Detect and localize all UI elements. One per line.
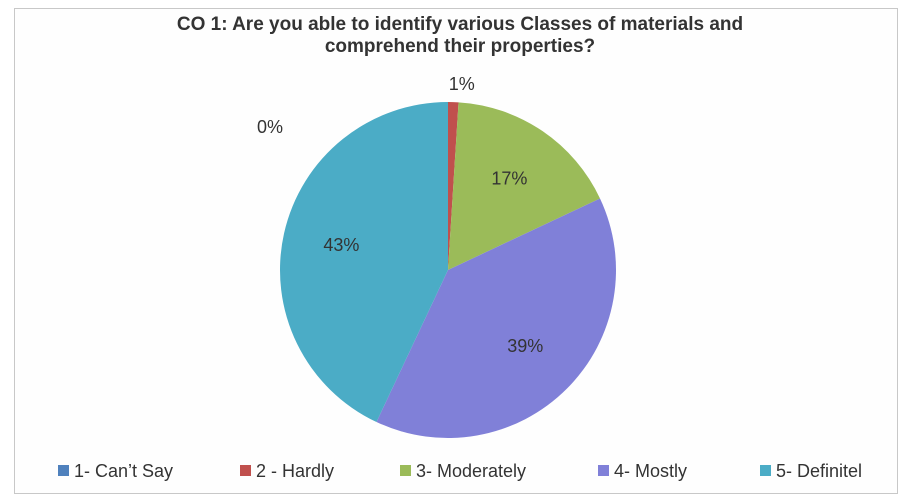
pie-slice <box>448 102 601 270</box>
legend-label: 3- Moderately <box>416 461 526 481</box>
pie-slice <box>448 102 459 270</box>
legend-swatch <box>760 465 771 476</box>
legend-label: 2 - Hardly <box>256 461 334 481</box>
data-label: 39% <box>507 336 543 356</box>
pie-slice <box>376 198 616 438</box>
data-label: 43% <box>323 235 359 255</box>
legend-swatch <box>598 465 609 476</box>
legend-swatch <box>58 465 69 476</box>
data-label: 1% <box>449 74 475 94</box>
legend-label: 5- Definitel <box>776 461 862 481</box>
data-label: 17% <box>491 168 527 188</box>
chart-title: CO 1: Are you able to identify various C… <box>176 14 744 57</box>
legend-swatch <box>240 465 251 476</box>
legend-swatch <box>400 465 411 476</box>
legend-label: 4- Mostly <box>614 461 687 481</box>
legend-label: 1- Can’t Say <box>74 461 173 481</box>
data-label: 0% <box>257 117 283 137</box>
pie-slice <box>280 102 448 423</box>
